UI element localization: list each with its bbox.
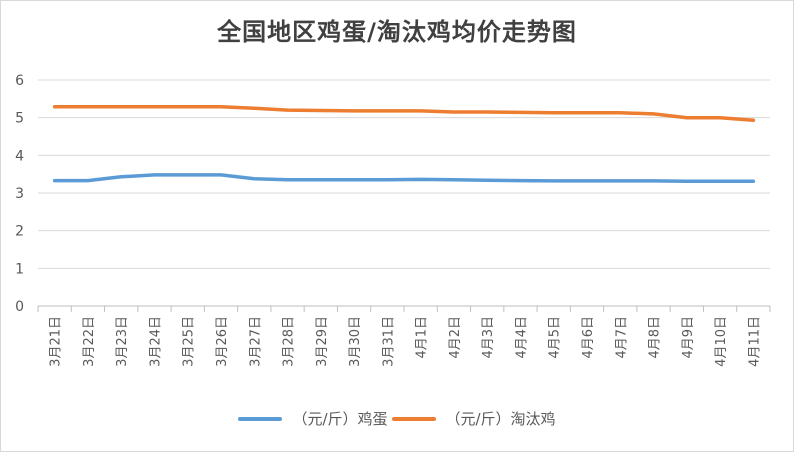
series-lines (52, 104, 756, 184)
x-tick-label: 3月27日 (248, 316, 263, 367)
legend-item-spent-hen: （元/斤）淘汰鸡 (391, 408, 556, 429)
y-tick-label: 2 (15, 224, 24, 240)
series-line-0 (52, 173, 756, 184)
x-tick-label: 3月29日 (315, 316, 330, 367)
legend-swatch-spent-hen (391, 416, 436, 421)
x-tick-label: 3月30日 (348, 316, 363, 367)
y-tick-label: 1 (15, 261, 24, 277)
y-tick-label: 4 (15, 148, 24, 164)
x-tick-label: 3月21日 (49, 316, 64, 367)
x-tick-label: 3月24日 (148, 316, 163, 367)
x-tick-label: 4月1日 (415, 316, 430, 359)
y-tick-label: 0 (15, 299, 24, 315)
x-tick-label: 3月25日 (182, 316, 197, 367)
x-tick-label: 4月4日 (514, 316, 529, 359)
x-tick-label: 4月6日 (581, 316, 596, 359)
gridlines (38, 79, 770, 307)
x-axis-ticks: 3月21日 3月22日 3月23日 3月24日 3月25日 3月26日 3月27日 3月28日… (37, 306, 771, 367)
x-tick-label: 3月28日 (282, 316, 297, 367)
x-tick-label: 3月23日 (115, 316, 130, 367)
legend-item-egg: （元/斤）鸡蛋 (238, 408, 388, 429)
x-tick-label: 4月11日 (747, 316, 762, 367)
x-tick-label: 4月5日 (548, 316, 563, 359)
x-tick-label: 3月26日 (215, 316, 230, 367)
legend-label-spent-hen: （元/斤）淘汰鸡 (445, 410, 556, 428)
y-axis-ticks: 0 1 2 3 4 5 6 (15, 73, 24, 315)
x-tick-label: 3月31日 (381, 316, 396, 367)
y-tick-label: 3 (15, 186, 24, 202)
x-tick-label: 4月10日 (714, 316, 729, 367)
legend: （元/斤）鸡蛋 （元/斤）淘汰鸡 (0, 408, 794, 429)
x-tick-label: 4月3日 (481, 316, 496, 359)
x-tick-label: 4月7日 (614, 316, 629, 359)
chart-title: 全国地区鸡蛋/淘汰鸡均价走势图 (217, 18, 577, 46)
x-tick-label: 4月9日 (681, 316, 696, 359)
legend-label-egg: （元/斤）鸡蛋 (292, 410, 388, 428)
y-tick-label: 6 (15, 73, 24, 89)
legend-swatch-egg (238, 416, 283, 421)
x-tick-label: 4月2日 (448, 316, 463, 359)
x-tick-label: 3月22日 (82, 316, 97, 367)
x-tick-label: 4月8日 (648, 316, 663, 359)
y-tick-label: 5 (15, 111, 24, 127)
series-line-1 (52, 104, 756, 123)
